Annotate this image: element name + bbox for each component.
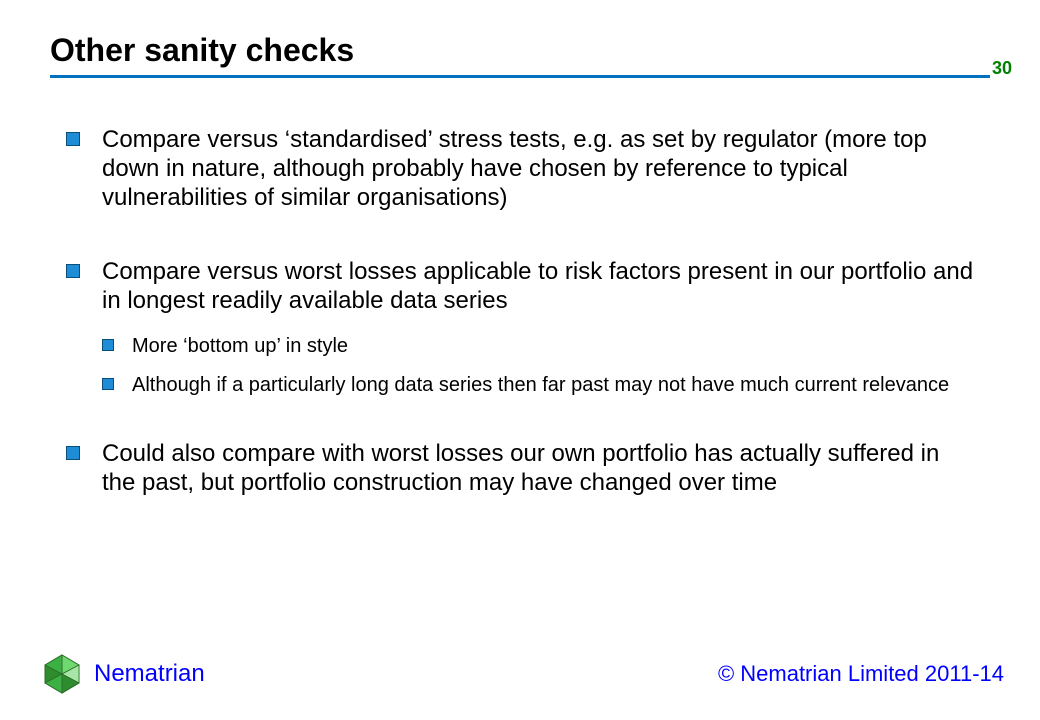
footer-copyright: © Nematrian Limited 2011-14 — [718, 661, 1004, 687]
title-rule — [50, 75, 990, 78]
slide-title: Other sanity checks — [50, 32, 990, 69]
slide-content: Compare versus ‘standardised’ stress tes… — [0, 78, 1040, 498]
slide: Other sanity checks 30 Compare versus ‘s… — [0, 0, 1040, 720]
bullet-level1: Compare versus ‘standardised’ stress tes… — [66, 126, 974, 212]
bullet-level1: Compare versus worst losses applicable t… — [66, 258, 974, 316]
bullet-level2: Although if a particularly long data ser… — [102, 373, 974, 398]
bullet-level2: More ‘bottom up’ in style — [102, 334, 974, 359]
footer-brand: Nematrian — [94, 660, 205, 688]
page-number: 30 — [992, 58, 1012, 79]
bullet-level1: Could also compare with worst losses our… — [66, 440, 974, 498]
nematrian-logo-icon — [40, 652, 84, 696]
footer-left: Nematrian — [40, 652, 205, 696]
slide-header: Other sanity checks 30 — [0, 0, 1040, 78]
slide-footer: Nematrian © Nematrian Limited 2011-14 — [0, 652, 1040, 696]
